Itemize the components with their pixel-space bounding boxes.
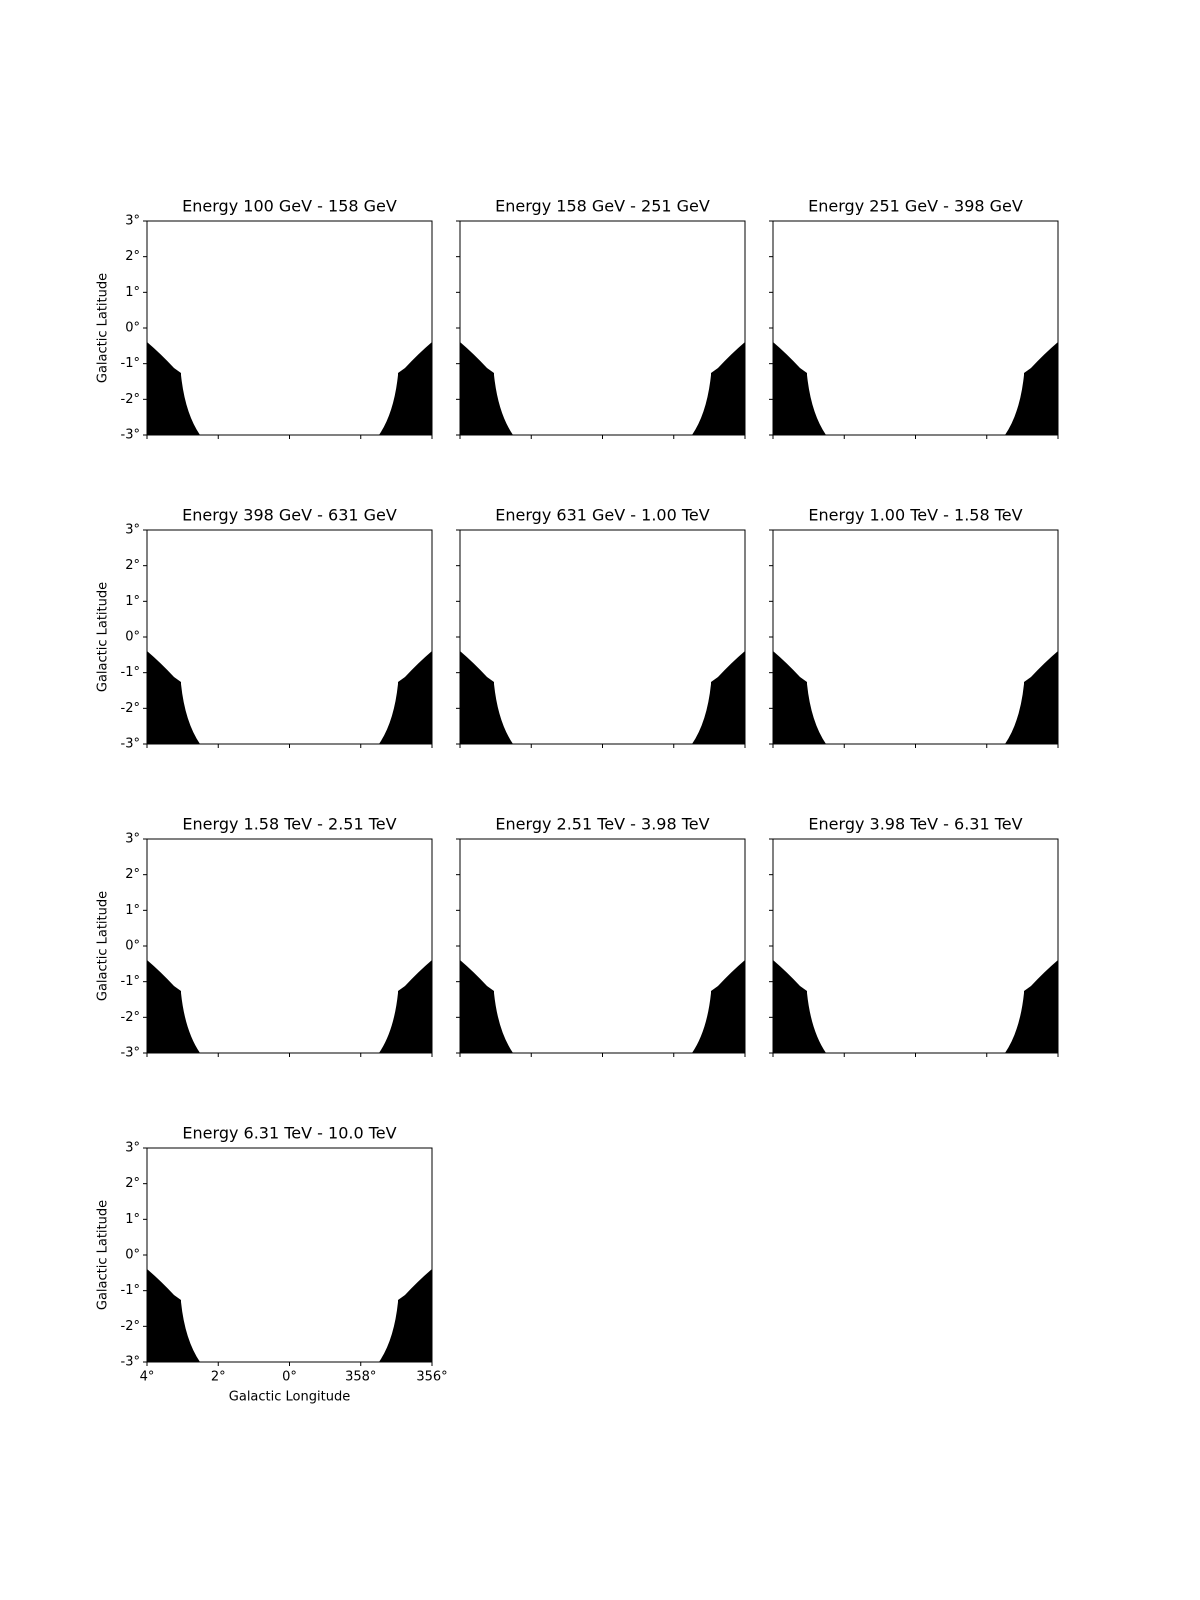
y-tick-label: -2° [121, 1319, 140, 1334]
exclusion-mask [147, 342, 432, 435]
mask-left [773, 960, 826, 1053]
panel-title: Energy 6.31 TeV - 10.0 TeV [182, 1124, 396, 1143]
y-tick-label: -1° [121, 356, 140, 371]
y-axis-label: Galactic Latitude [96, 273, 111, 383]
mask-left [460, 342, 513, 435]
y-tick-label: 1° [125, 594, 140, 609]
y-tick-label: 0° [125, 1248, 140, 1263]
exclusion-mask [460, 960, 745, 1053]
panel-title: Energy 251 GeV - 398 GeV [808, 197, 1023, 216]
panel-background [460, 530, 745, 744]
y-tick-label: -3° [121, 1046, 140, 1061]
x-tick-label: 356° [416, 1370, 447, 1385]
x-tick-label: 2° [211, 1370, 226, 1385]
y-tick-label: 1° [125, 903, 140, 918]
panel-title: Energy 158 GeV - 251 GeV [495, 197, 710, 216]
panel-background [773, 839, 1058, 1053]
exclusion-mask [147, 960, 432, 1053]
mask-right [379, 651, 432, 744]
mask-left [147, 342, 200, 435]
y-tick-label: 0° [125, 321, 140, 336]
y-tick-label: 3° [125, 832, 140, 847]
mask-right [692, 342, 745, 435]
mask-right [1005, 342, 1058, 435]
y-tick-label: -3° [121, 737, 140, 752]
x-tick-label: 4° [140, 1370, 155, 1385]
mask-right [1005, 960, 1058, 1053]
exclusion-mask [460, 342, 745, 435]
exclusion-mask [773, 342, 1058, 435]
mask-right [1005, 651, 1058, 744]
mask-left [773, 342, 826, 435]
panel-background [147, 530, 432, 744]
panel-title: Energy 398 GeV - 631 GeV [182, 506, 397, 525]
y-tick-label: 3° [125, 1141, 140, 1156]
y-tick-label: 2° [125, 249, 140, 264]
panel-title: Energy 631 GeV - 1.00 TeV [495, 506, 709, 525]
y-tick-label: -3° [121, 428, 140, 443]
y-tick-label: 3° [125, 214, 140, 229]
y-tick-label: 1° [125, 285, 140, 300]
panel-title: Energy 100 GeV - 158 GeV [182, 197, 397, 216]
x-axis-label: Galactic Longitude [229, 1390, 350, 1405]
y-tick-label: -1° [121, 974, 140, 989]
mask-left [460, 960, 513, 1053]
y-tick-label: -2° [121, 701, 140, 716]
mask-right [692, 960, 745, 1053]
y-tick-label: 2° [125, 558, 140, 573]
panel-title: Energy 1.00 TeV - 1.58 TeV [808, 506, 1022, 525]
panel-title: Energy 3.98 TeV - 6.31 TeV [808, 815, 1022, 834]
y-tick-label: 0° [125, 630, 140, 645]
y-tick-label: 3° [125, 523, 140, 538]
exclusion-mask [147, 1269, 432, 1362]
mask-right [692, 651, 745, 744]
mask-left [460, 651, 513, 744]
y-axis-label: Galactic Latitude [96, 582, 111, 692]
y-tick-label: 1° [125, 1212, 140, 1227]
panel-background [460, 839, 745, 1053]
exclusion-mask [773, 651, 1058, 744]
y-axis-label: Galactic Latitude [96, 891, 111, 1001]
mask-left [147, 960, 200, 1053]
x-tick-label: 358° [345, 1370, 376, 1385]
y-tick-label: -3° [121, 1355, 140, 1370]
y-tick-label: 2° [125, 1176, 140, 1191]
panel-background [147, 221, 432, 435]
y-tick-label: -2° [121, 1010, 140, 1025]
mask-right [379, 1269, 432, 1362]
x-tick-label: 0° [282, 1370, 297, 1385]
panel-background [773, 530, 1058, 744]
mask-left [147, 651, 200, 744]
y-tick-label: 2° [125, 867, 140, 882]
y-tick-label: 0° [125, 939, 140, 954]
panel-background [147, 1148, 432, 1362]
y-tick-label: -1° [121, 1283, 140, 1298]
panel-title: Energy 1.58 TeV - 2.51 TeV [182, 815, 396, 834]
exclusion-mask [460, 651, 745, 744]
mask-left [773, 651, 826, 744]
panel-title: Energy 2.51 TeV - 3.98 TeV [495, 815, 709, 834]
mask-right [379, 960, 432, 1053]
mask-left [147, 1269, 200, 1362]
exclusion-mask [773, 960, 1058, 1053]
mask-right [379, 342, 432, 435]
y-tick-label: -1° [121, 665, 140, 680]
y-tick-label: -2° [121, 392, 140, 407]
panel-background [460, 221, 745, 435]
exclusion-mask [147, 651, 432, 744]
panel-background [147, 839, 432, 1053]
panel-background [773, 221, 1058, 435]
y-axis-label: Galactic Latitude [96, 1200, 111, 1310]
